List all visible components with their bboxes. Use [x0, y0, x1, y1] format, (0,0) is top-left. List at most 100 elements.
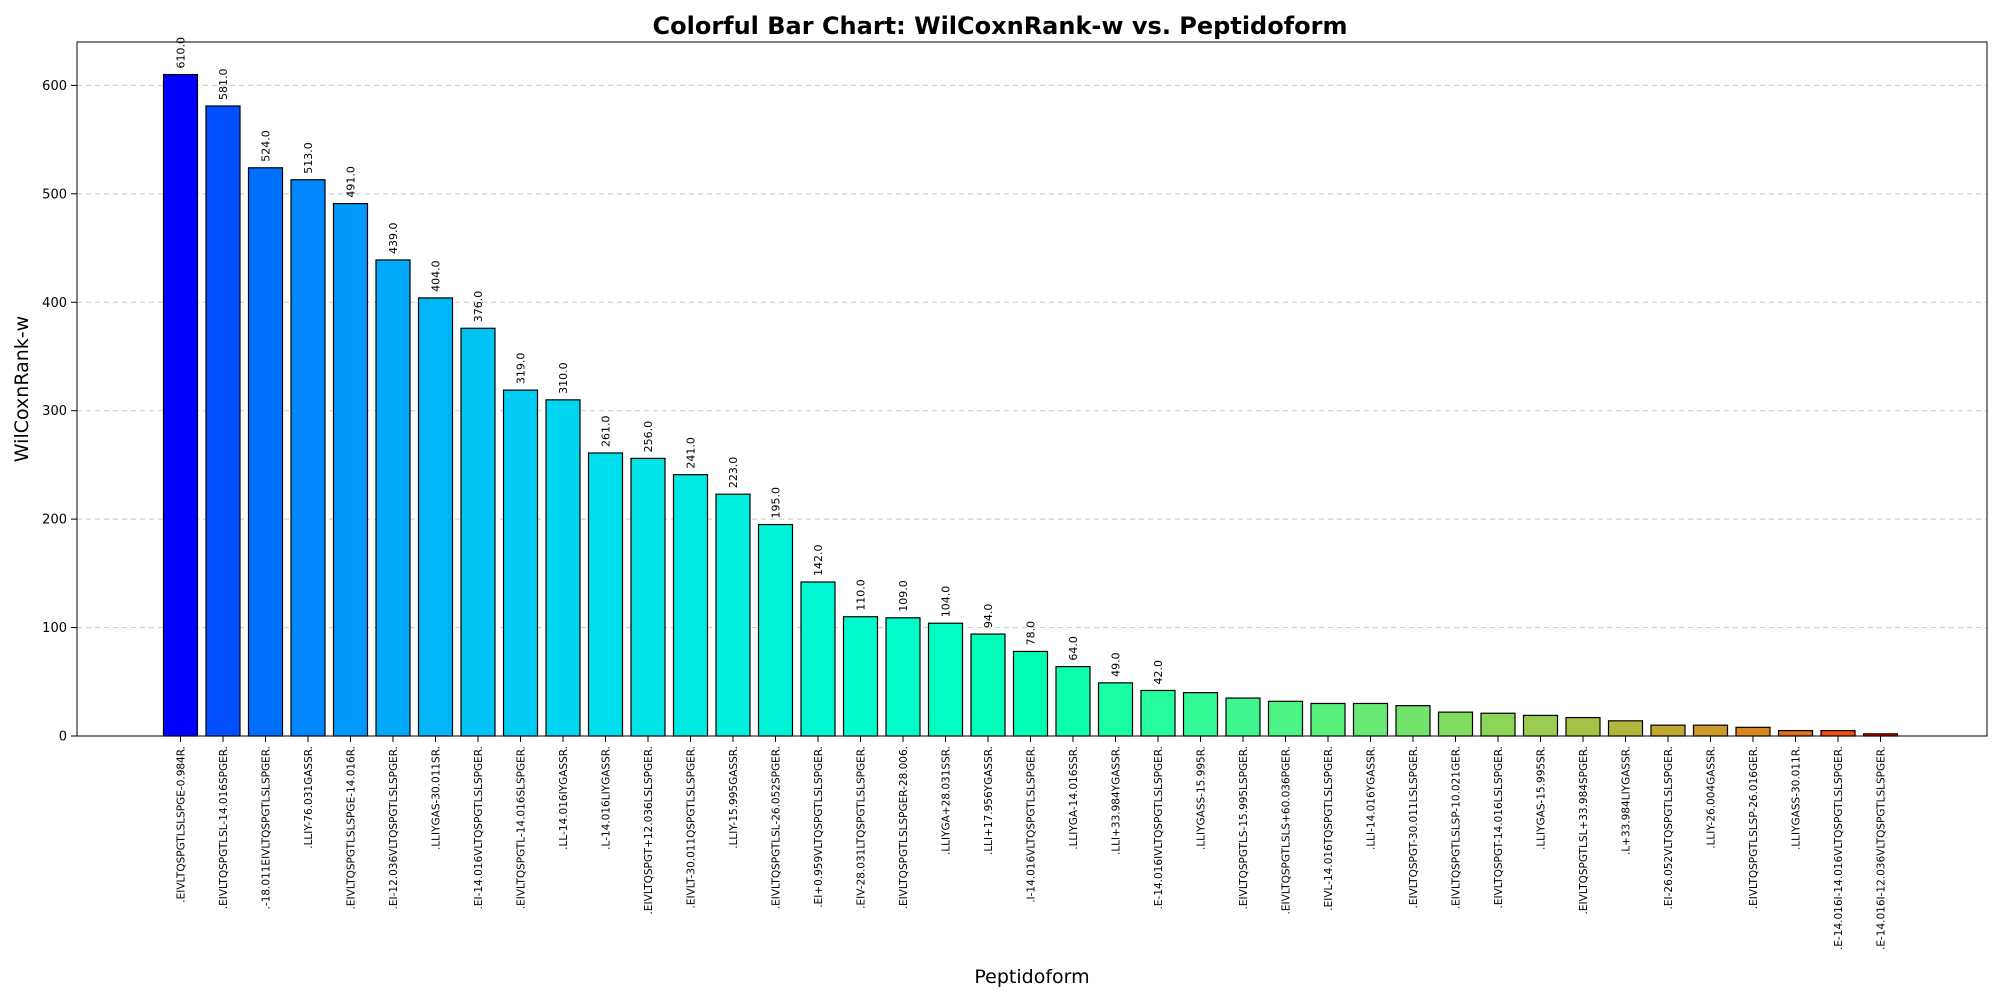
bar: [757, 523, 794, 737]
bar-value-label: 64.0: [1067, 636, 1080, 661]
x-tick-label: .L-14.016LIYGASSR.: [601, 746, 613, 850]
bar: [332, 202, 369, 737]
bar: [545, 399, 581, 737]
bar: [842, 616, 879, 737]
bar-value-label: 310.0: [557, 362, 570, 394]
bar: [1522, 714, 1559, 737]
bar: [1565, 716, 1601, 737]
y-tick-label: 600: [42, 79, 67, 94]
bar: [1182, 692, 1219, 737]
x-tick-label: .EIVLTQSPGTLSLSP-10.021GER.: [1451, 746, 1463, 909]
bar: [375, 259, 411, 737]
x-tick-label: .EIVL-14.016TQSPGTLSLSPGER.: [1323, 746, 1335, 911]
bar-value-label: 376.0: [472, 291, 485, 323]
bar: [1395, 705, 1431, 737]
x-tick-label: .LL-14.016IYGASSR.: [558, 746, 570, 850]
x-tick-label: .EI-14.016VLTQSPGTLSLSPGER.: [473, 746, 485, 909]
y-axis-label: WilCoxnRank-w: [11, 316, 33, 462]
bar-value-label: 581.0: [217, 68, 230, 100]
bar-value-label: 94.0: [982, 604, 995, 629]
bar: [1352, 702, 1389, 737]
x-tick-label: .LLIYGA-14.016SSR.: [1068, 746, 1080, 850]
y-axis-ticks: 0 100 200 300 400 500 600: [42, 79, 77, 745]
x-tick-label: .LLIY-76.031GASSR.: [303, 746, 315, 849]
x-tick-label: .LLIYGAS-15.995SR.: [1536, 746, 1548, 850]
bar-value-label: 513.0: [302, 142, 315, 174]
bars-group: 610.0 581.0 524.0 513.0 491.0 439.0 404.0 376.0…: [162, 37, 1899, 737]
bar: [587, 452, 624, 737]
bar: [1777, 729, 1814, 737]
x-tick-label: .EIVLTQSPGTLSL+33.984SPGER.: [1578, 746, 1590, 914]
bar: [715, 493, 751, 737]
bar: [1735, 726, 1771, 737]
x-tick-label: .LLI-14.016YGASSR.: [1366, 746, 1378, 850]
bar: [927, 622, 964, 737]
bar-value-label: 491.0: [345, 166, 358, 198]
bar-value-label: 524.0: [260, 130, 273, 162]
bar: [1267, 700, 1304, 737]
bar: [1820, 729, 1856, 737]
bar: [460, 327, 496, 737]
bar-value-label: 49.0: [1110, 652, 1123, 677]
bar: [1692, 724, 1729, 737]
bar-value-label: 42.0: [1152, 660, 1165, 685]
bar: [1437, 711, 1474, 737]
bar: [885, 617, 921, 737]
bar: [247, 167, 284, 737]
x-tick-label: .LLIY-15.995GASSR.: [728, 746, 740, 849]
bar: [1055, 665, 1091, 737]
bar: [290, 179, 326, 737]
bar: [800, 581, 836, 737]
x-tick-label: .EI-12.036VLTQSPGTLSLSPGER.: [388, 746, 400, 909]
bar: [162, 73, 199, 737]
x-tick-label: .EIVLTQSPGT-30.011LSLSPGER.: [1408, 746, 1420, 908]
x-tick-label: .EIVLTQSPGTLSLSP-26.016GER.: [1748, 746, 1760, 909]
y-tick-label: 500: [42, 187, 67, 202]
x-tick-label: .EIVLTQSPGTLSLSPGE-0.984R.: [176, 746, 188, 903]
plot-frame: [76, 41, 1988, 737]
x-tick-label: .LLIYGAS-30.011SR.: [431, 746, 443, 850]
x-tick-label: .E-14.016I-14.016VLTQSPGTLSLSPGER.: [1833, 746, 1845, 950]
bar-value-label: 256.0: [642, 421, 655, 453]
bar: [205, 105, 241, 737]
bar: [1012, 650, 1049, 737]
bar: [1140, 689, 1176, 737]
y-tick-label: 100: [42, 621, 67, 636]
bar: [1310, 702, 1346, 737]
bar-value-label: 195.0: [770, 487, 783, 519]
y-tick-label: 0: [59, 730, 67, 745]
x-tick-label: .EIVLTQSPGTLSL-26.052SPGER.: [771, 746, 783, 909]
x-tick-label: .EIVLTQSPGTLSLS+60.036PGER.: [1281, 746, 1293, 914]
bar: [1650, 724, 1686, 737]
bar: [1480, 712, 1516, 737]
bar-value-label: 104.0: [940, 586, 953, 618]
bar: [630, 457, 666, 737]
bar-value-label: 109.0: [897, 580, 910, 612]
y-tick-label: 300: [42, 404, 67, 419]
x-tick-label: .EI-26.052VLTQSPGTLSLSPGER.: [1663, 746, 1675, 909]
bar-value-label: 142.0: [812, 545, 825, 577]
bar: [502, 389, 539, 737]
x-tick-label: .EIVLTQSPGTLSL-14.016SPGER.: [218, 746, 230, 909]
bar: [970, 633, 1006, 737]
x-tick-label: .EI+0.959VLTQSPGTLSLSPGER.: [813, 746, 825, 908]
x-tick-label: .LLIYGASS-30.011R.: [1791, 746, 1803, 850]
x-tick-label: .L+33.984LIYGASSR.: [1621, 746, 1633, 855]
x-tick-label: .E-14.016I-12.036VLTQSPGTLSLSPGER.: [1876, 746, 1888, 950]
x-axis-label: Peptidoform: [974, 966, 1089, 988]
bar-value-label: 610.0: [175, 37, 188, 69]
x-tick-label: .LLI+17.956YGASSR.: [983, 746, 995, 855]
x-tick-label: .LLIYGA+28.031SSR.: [941, 746, 953, 855]
x-tick-label: .EIVLTQSPGTLSLSPGER-28.006.: [898, 746, 910, 909]
x-tick-label: .I-14.016VLTQSPGTLSLSPGER.: [1026, 746, 1038, 903]
y-tick-label: 400: [42, 296, 67, 311]
bar-value-label: 261.0: [600, 415, 613, 447]
x-tick-label: .EIV-28.031LTQSPGTLSLSPGER.: [856, 746, 868, 909]
x-tick-label: .EIVLTQSPGTLS-15.995LSPGER.: [1238, 746, 1250, 909]
bar-value-label: 319.0: [515, 353, 528, 385]
x-tick-label: .EIVLTQSPGT-14.016LSLSPGER.: [1493, 746, 1505, 908]
x-tick-label: .EIVLTQSPGTL-14.016SLSPGER.: [516, 746, 528, 909]
x-tick-label: .EIVLT-30.011QSPGTLSLSPGER.: [686, 746, 698, 908]
